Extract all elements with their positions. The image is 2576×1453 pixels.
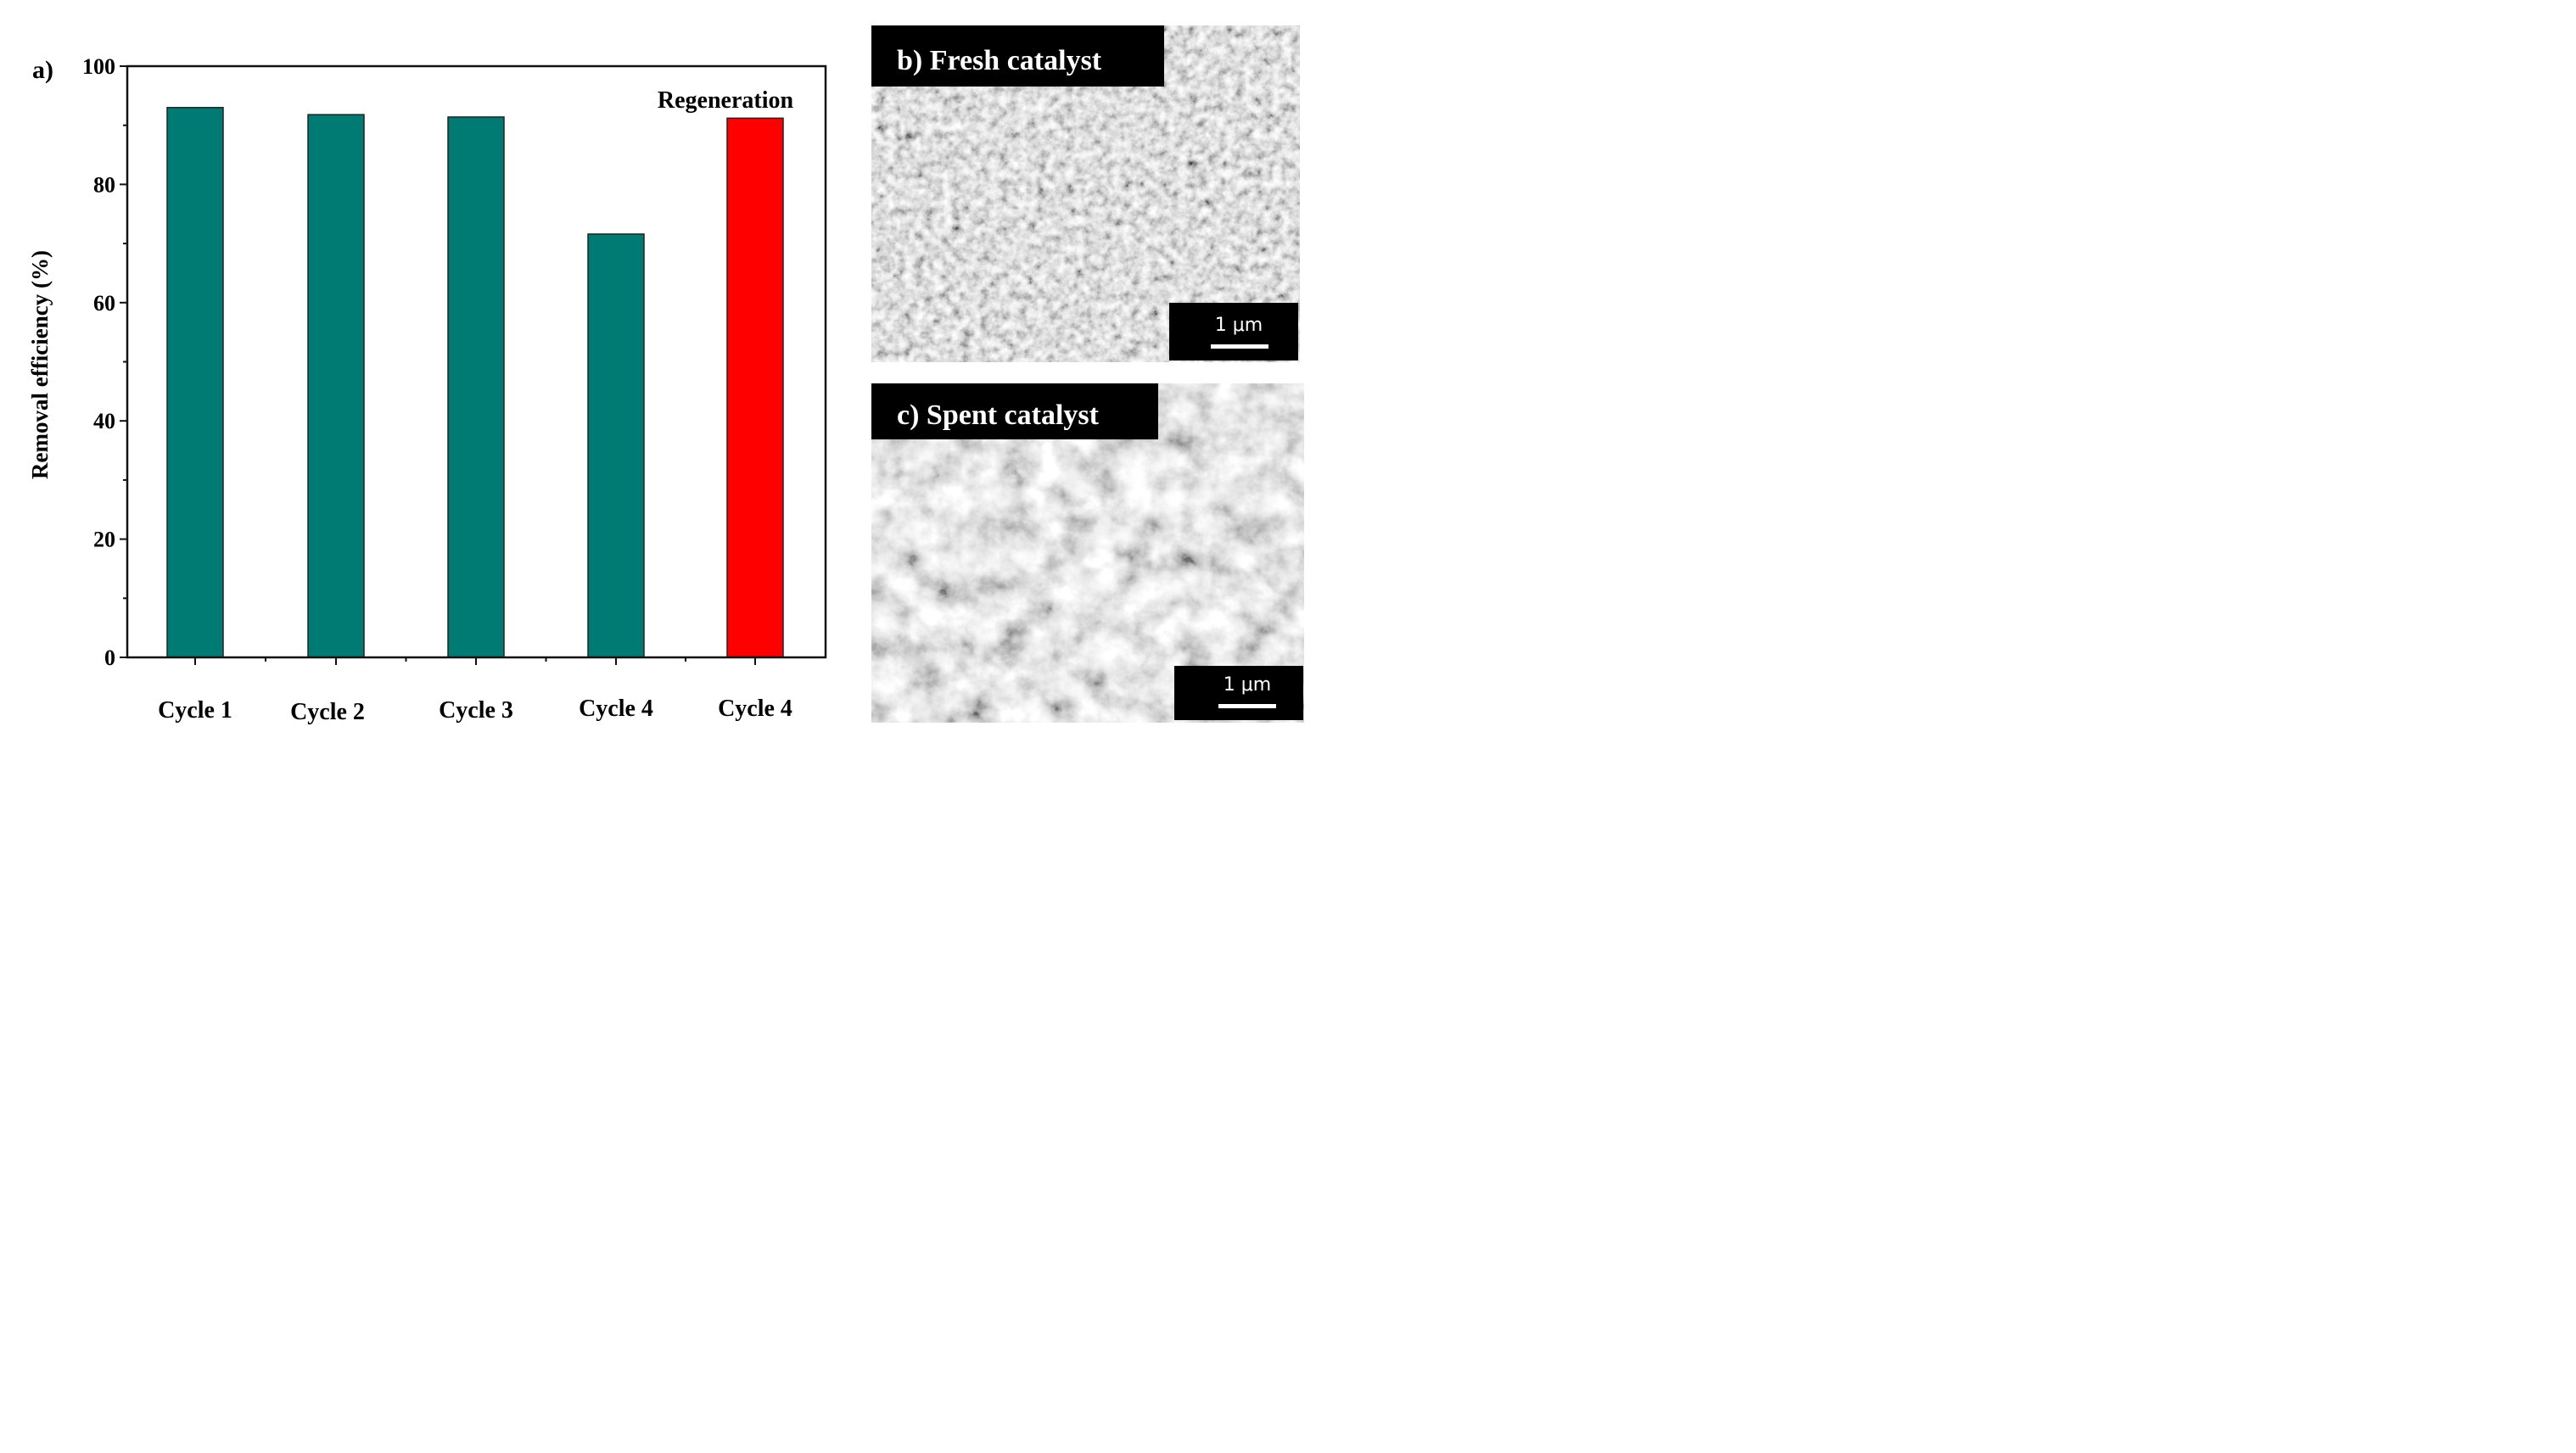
panel-label-spent: c) Spent catalyst <box>897 400 1100 431</box>
bar-4 <box>587 233 645 658</box>
x-tick-label: Cycle 1 <box>158 697 232 724</box>
y-tick-label: 60 <box>93 291 115 316</box>
sem-image-spent: c) Spent catalyst 1 μm <box>871 383 1304 723</box>
bar-1 <box>166 107 224 658</box>
figure-canvas: a) 0 20 40 60 80 100 Cycle 1 Cycle 2 Cycle 3 Cycl… <box>27 25 1304 725</box>
bars-layer <box>166 107 784 658</box>
axis-layer: 0 20 40 60 80 100 Cycle 1 Cycle 2 Cycle 3 Cycle 4… <box>82 54 792 725</box>
label-box-spent <box>871 383 1158 439</box>
x-tick-label: Cycle 4 <box>718 696 792 722</box>
y-tick-label: 100 <box>82 54 115 79</box>
label-box-fresh <box>871 25 1164 87</box>
y-axis-label: Removal efficiency (%) <box>27 250 53 479</box>
x-tick-label: Cycle 2 <box>290 699 365 725</box>
scale-box-spent <box>1174 666 1303 720</box>
bar-3 <box>447 116 505 658</box>
x-tick-label: Cycle 4 <box>579 696 653 722</box>
bar-5 <box>726 117 784 658</box>
scale-bar-spent <box>1218 704 1276 708</box>
y-tick-label: 20 <box>93 528 115 552</box>
y-tick-label: 0 <box>104 645 115 670</box>
panel-label-fresh: b) Fresh catalyst <box>897 45 1102 76</box>
bar-chart: a) 0 20 40 60 80 100 Cycle 1 Cycle 2 Cycle 3 Cycl… <box>27 54 827 725</box>
bar-2 <box>307 114 365 658</box>
annotation-regeneration: Regeneration <box>658 87 794 114</box>
y-tick-label: 80 <box>93 172 115 197</box>
scale-bar-label-spent: 1 μm <box>1224 674 1271 696</box>
panel-label: a) <box>32 56 53 84</box>
sem-image-fresh: b) Fresh catalyst 1 μm <box>871 25 1300 362</box>
scale-bar-label-fresh: 1 μm <box>1215 315 1263 336</box>
scale-bar-fresh <box>1211 344 1268 349</box>
scale-box-fresh <box>1169 303 1298 360</box>
y-tick-label: 40 <box>93 409 115 433</box>
x-tick-label: Cycle 3 <box>439 697 513 724</box>
